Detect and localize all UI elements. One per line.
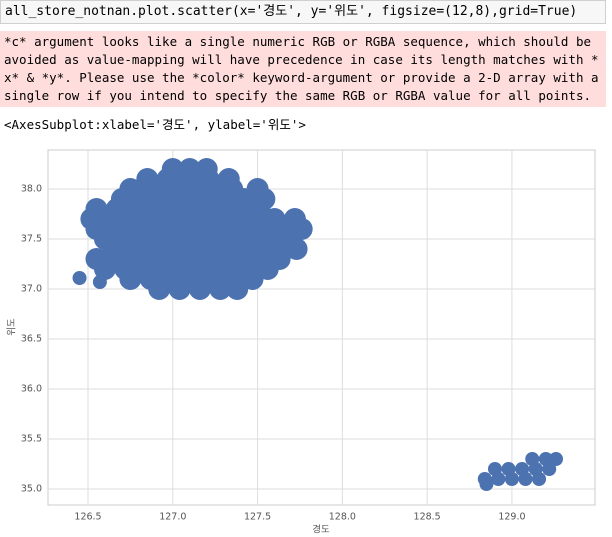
scatter-point [542, 462, 557, 476]
y-tick-label: 35.5 [21, 434, 42, 445]
code-cell[interactable]: all_store_notnan.plot.scatter(x='경도', y=… [0, 0, 606, 24]
cell-output: <AxesSubplot:xlabel='경도', ylabel='위도'> [4, 117, 306, 132]
scatter-point [209, 278, 232, 300]
y-tick-label: 37.5 [21, 234, 42, 245]
x-tick-label: 129.0 [498, 512, 525, 523]
y-tick-label: 37.0 [21, 284, 42, 295]
scatter-point [93, 258, 116, 280]
y-tick-label: 35.0 [21, 484, 42, 495]
x-tick-label: 126.5 [74, 512, 101, 523]
scatter-point [148, 278, 171, 300]
scatter-point [285, 238, 308, 260]
scatter-point [491, 472, 506, 486]
scatter-point [92, 275, 107, 289]
scatter-point [188, 278, 211, 300]
scatter-point [72, 271, 87, 285]
scatter-point [479, 477, 494, 491]
y-tick-label: 36.5 [21, 334, 42, 345]
scatter-point [226, 278, 249, 300]
warning-output: *c* argument looks like a single numeric… [0, 31, 606, 107]
scatter-point [119, 268, 142, 290]
x-axis-label: 경도 [312, 524, 330, 536]
x-tick-label: 128.5 [414, 512, 441, 523]
x-tick-label: 128.0 [329, 512, 356, 523]
scatter-point [518, 472, 533, 486]
scatter-point [532, 472, 547, 486]
y-tick-label: 38.0 [21, 184, 42, 195]
x-tick-label: 127.0 [159, 512, 186, 523]
scatter-point [549, 452, 564, 466]
y-axis-label: 위도 [6, 318, 18, 336]
y-tick-label: 36.0 [21, 384, 42, 395]
x-tick-label: 127.5 [244, 512, 271, 523]
scatter-point [168, 278, 191, 300]
scatter-point [504, 472, 519, 486]
chart: 경도 위도 35.0 35.5 36.0 36.5 37.0 37.5 38.0 126.5 1… [6, 149, 596, 536]
